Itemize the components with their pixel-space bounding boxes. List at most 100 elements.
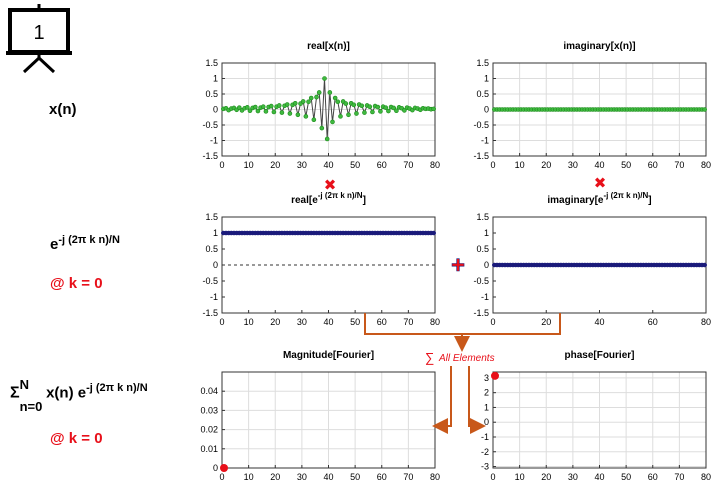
- x-tick-label: 10: [244, 317, 254, 327]
- x-tick-label: 40: [594, 317, 604, 327]
- x-tick-label: 20: [541, 160, 551, 170]
- x-tick-label: 60: [648, 472, 658, 482]
- sum-symbol: ∑: [425, 350, 434, 365]
- data-point: [359, 103, 365, 109]
- data-point: [367, 104, 373, 110]
- multiply-icon: ✖: [324, 177, 337, 194]
- y-tick-label: 1: [213, 74, 218, 84]
- slide-number: 1: [33, 22, 44, 44]
- y-tick-label: -1: [210, 292, 218, 302]
- data-point: [271, 109, 277, 115]
- y-tick-label: 0: [213, 463, 218, 473]
- data-point: [343, 101, 349, 106]
- data-point: [237, 105, 242, 110]
- x-tick-label: 60: [648, 160, 658, 170]
- data-point: [247, 108, 253, 114]
- x-tick-label: 40: [594, 160, 604, 170]
- data-point: [386, 108, 391, 114]
- bracket-connector: [364, 313, 561, 335]
- x-tick-label: 20: [270, 160, 280, 170]
- sum-annotation-text: All Elements: [438, 353, 495, 364]
- data-point: [244, 105, 250, 110]
- x-tick-label: 60: [377, 160, 387, 170]
- y-tick-label: 0: [484, 260, 489, 270]
- y-tick-label: 0.5: [476, 244, 489, 254]
- x-tick-label: 20: [541, 472, 551, 482]
- data-point: [292, 101, 298, 106]
- y-tick-label: 0.01: [200, 444, 218, 454]
- y-tick-label: -3: [481, 462, 489, 472]
- y-tick-label: -0.5: [202, 276, 218, 286]
- data-point: [335, 99, 341, 105]
- data-point: [314, 94, 319, 100]
- chart-title: imaginary[e-j (2π k n)/N]: [547, 191, 651, 206]
- y-tick-label: -1.5: [473, 308, 489, 318]
- sigma-upper-limit: N: [19, 377, 29, 393]
- y-tick-label: -0.5: [202, 120, 218, 130]
- x-tick-label: 0: [490, 472, 495, 482]
- multiply-icon: ✖: [594, 175, 607, 192]
- x-tick-label: 50: [350, 160, 360, 170]
- x-tick-label: 50: [621, 160, 631, 170]
- x-tick-label: 50: [350, 317, 360, 327]
- presentation-board-icon: 1: [6, 4, 72, 74]
- y-tick-label: 0.03: [200, 405, 218, 415]
- x-tick-label: 70: [403, 472, 413, 482]
- chart-phase: 0 10 20 30 40 50 60 70 803210-1-2-3phase[Fourier…: [481, 350, 711, 482]
- y-tick-label: -1: [481, 136, 489, 146]
- data-point: [378, 109, 383, 114]
- y-tick-label: 0: [213, 260, 218, 270]
- chart-title-sup: -j (2π k n)/N: [604, 191, 649, 200]
- data-point: [338, 114, 343, 119]
- x-tick-label: 30: [297, 472, 307, 482]
- y-tick-label: 2: [484, 388, 489, 398]
- data-point: [394, 108, 399, 114]
- y-tick-label: 1.5: [205, 212, 218, 222]
- y-tick-label: -1.5: [202, 151, 218, 161]
- data-point: [308, 95, 314, 101]
- x-tick-label: 60: [377, 317, 387, 327]
- x-tick-label: 80: [701, 472, 711, 482]
- x-tick-label: 80: [430, 317, 440, 327]
- y-tick-label: 1.5: [476, 58, 489, 68]
- y-tick-label: 1: [484, 74, 489, 84]
- data-point: [431, 230, 436, 236]
- x-tick-label: 60: [377, 472, 387, 482]
- x-tick-label: 40: [594, 472, 604, 482]
- y-tick-label: 1.5: [205, 58, 218, 68]
- data-point: [263, 109, 269, 114]
- x-tick-label: 80: [430, 160, 440, 170]
- data-point: [295, 112, 301, 118]
- data-point: [252, 104, 258, 110]
- y-tick-label: -1: [481, 432, 489, 442]
- x-tick-label: 40: [323, 317, 333, 327]
- x-tick-label: 10: [244, 160, 254, 170]
- x-tick-label: 60: [648, 317, 658, 327]
- y-tick-label: 1: [484, 228, 489, 238]
- data-point: [327, 90, 333, 95]
- data-point: [351, 102, 357, 108]
- x-tick-label: 20: [270, 317, 280, 327]
- data-point: [391, 105, 397, 111]
- label-exponential-base: e: [50, 236, 59, 253]
- data-point: [332, 95, 338, 101]
- y-tick-label: -1: [481, 292, 489, 302]
- chart-mag: 0 10 20 30 40 50 60 70 80 0.04 0.03 0.02 0.01 0 Magnit…: [200, 350, 440, 482]
- y-tick-label: -0.5: [473, 276, 489, 286]
- y-tick-label: 3: [484, 373, 489, 383]
- sigma-symbol: Σ: [10, 384, 20, 402]
- x-tick-label: 30: [568, 160, 578, 170]
- label-k-zero-2: @ k = 0: [50, 430, 103, 447]
- chart-title-end: ]: [648, 195, 651, 206]
- data-point: [354, 111, 359, 116]
- data-point: [346, 112, 351, 118]
- x-tick-label: 30: [297, 160, 307, 170]
- x-tick-label: 50: [350, 472, 360, 482]
- y-tick-label: -1.5: [202, 308, 218, 318]
- label-exponential: e-j (2π k n)/N: [50, 234, 120, 253]
- data-point: [284, 102, 290, 107]
- y-tick-label: -1.5: [473, 151, 489, 161]
- x-tick-label: 20: [541, 317, 551, 327]
- plots-layer: 0 10 20 30 40 50 60 70 801.510.50-0.5-1-1.5real[…: [200, 41, 711, 482]
